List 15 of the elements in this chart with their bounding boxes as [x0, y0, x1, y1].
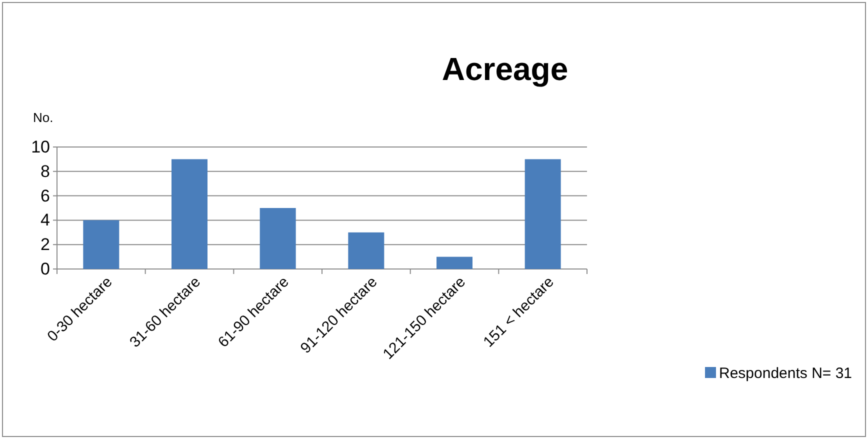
- bar: [524, 159, 561, 269]
- bar: [83, 220, 120, 269]
- legend-label: Respondents N= 31: [719, 365, 852, 382]
- y-tick-label: 10: [31, 137, 50, 156]
- y-tick-label: 6: [40, 186, 50, 206]
- y-tick-label: 8: [40, 162, 50, 181]
- y-tick-label: 4: [40, 210, 50, 230]
- chart-title: Acreage: [442, 51, 568, 87]
- y-axis-title: No.: [33, 110, 54, 125]
- bar: [348, 232, 384, 269]
- bar: [436, 256, 472, 269]
- bar: [260, 208, 296, 269]
- bar: [172, 159, 208, 269]
- y-tick-label: 2: [40, 235, 50, 254]
- y-tick-label: 0: [40, 259, 50, 278]
